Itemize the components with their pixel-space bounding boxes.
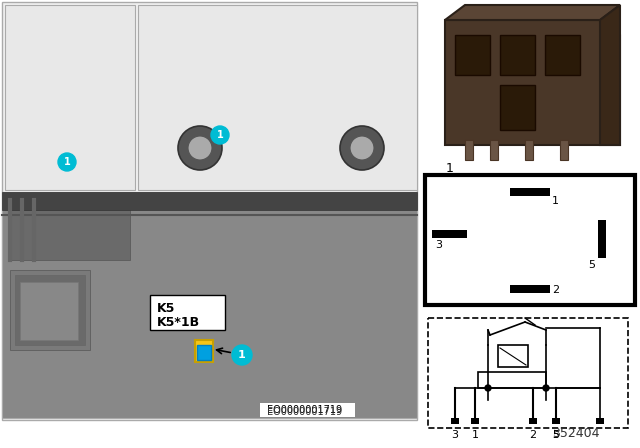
Text: 1: 1 (216, 130, 223, 140)
Text: 2: 2 (552, 285, 559, 295)
Circle shape (350, 136, 374, 160)
Bar (598, 220, 606, 258)
Bar (2, 192, 417, 418)
Bar (10, 200, 130, 260)
Text: 2: 2 (529, 430, 536, 440)
Bar (2, 192, 417, 210)
Polygon shape (445, 20, 620, 145)
Bar (20, 282, 78, 340)
Text: 5: 5 (588, 260, 595, 270)
Bar (197, 345, 211, 360)
Bar (478, 372, 546, 388)
Bar (552, 418, 560, 424)
Text: EO0000001719: EO0000001719 (268, 407, 342, 417)
Bar (451, 418, 459, 424)
Polygon shape (30, 30, 105, 170)
Bar (510, 188, 550, 196)
Text: 1: 1 (552, 196, 559, 206)
Text: 3: 3 (435, 240, 442, 250)
Text: 1: 1 (472, 430, 479, 440)
Bar (560, 140, 568, 160)
Circle shape (58, 153, 76, 171)
Circle shape (188, 136, 212, 160)
Bar (10, 270, 90, 350)
Bar (525, 140, 533, 160)
Text: K5*1B: K5*1B (157, 315, 200, 328)
Text: 352404: 352404 (552, 427, 600, 440)
Bar (500, 85, 535, 130)
Polygon shape (203, 70, 252, 96)
Circle shape (211, 126, 229, 144)
Bar (465, 140, 473, 160)
Bar (260, 403, 355, 417)
Bar (5, 5, 135, 190)
Bar (471, 418, 479, 424)
Bar (529, 418, 537, 424)
Polygon shape (43, 50, 92, 85)
Text: 5: 5 (552, 430, 559, 440)
Bar (432, 230, 467, 238)
Circle shape (340, 126, 384, 170)
Polygon shape (600, 5, 620, 145)
Bar (500, 35, 535, 75)
Circle shape (543, 385, 549, 391)
Circle shape (485, 385, 491, 391)
Text: 1: 1 (238, 350, 246, 360)
Text: 5: 5 (552, 430, 559, 440)
Polygon shape (445, 5, 620, 20)
Circle shape (232, 345, 252, 365)
Text: 3: 3 (451, 430, 458, 440)
Bar (150, 295, 225, 330)
Bar (138, 5, 417, 190)
Text: 1: 1 (446, 162, 454, 175)
Bar (510, 285, 550, 293)
Bar (490, 140, 498, 160)
Bar (545, 35, 580, 75)
Circle shape (178, 126, 222, 170)
Bar (596, 418, 604, 424)
Bar (425, 175, 635, 305)
Bar (195, 340, 213, 362)
Bar (455, 35, 490, 75)
Bar (428, 318, 628, 428)
Text: EO0000001719: EO0000001719 (268, 405, 342, 415)
Text: 1: 1 (63, 157, 70, 167)
Text: K5: K5 (157, 302, 175, 314)
Polygon shape (258, 70, 295, 96)
Bar (2, 2, 417, 420)
Bar (425, 2, 635, 167)
Bar (498, 345, 528, 367)
Polygon shape (155, 45, 395, 140)
Bar (15, 275, 85, 345)
